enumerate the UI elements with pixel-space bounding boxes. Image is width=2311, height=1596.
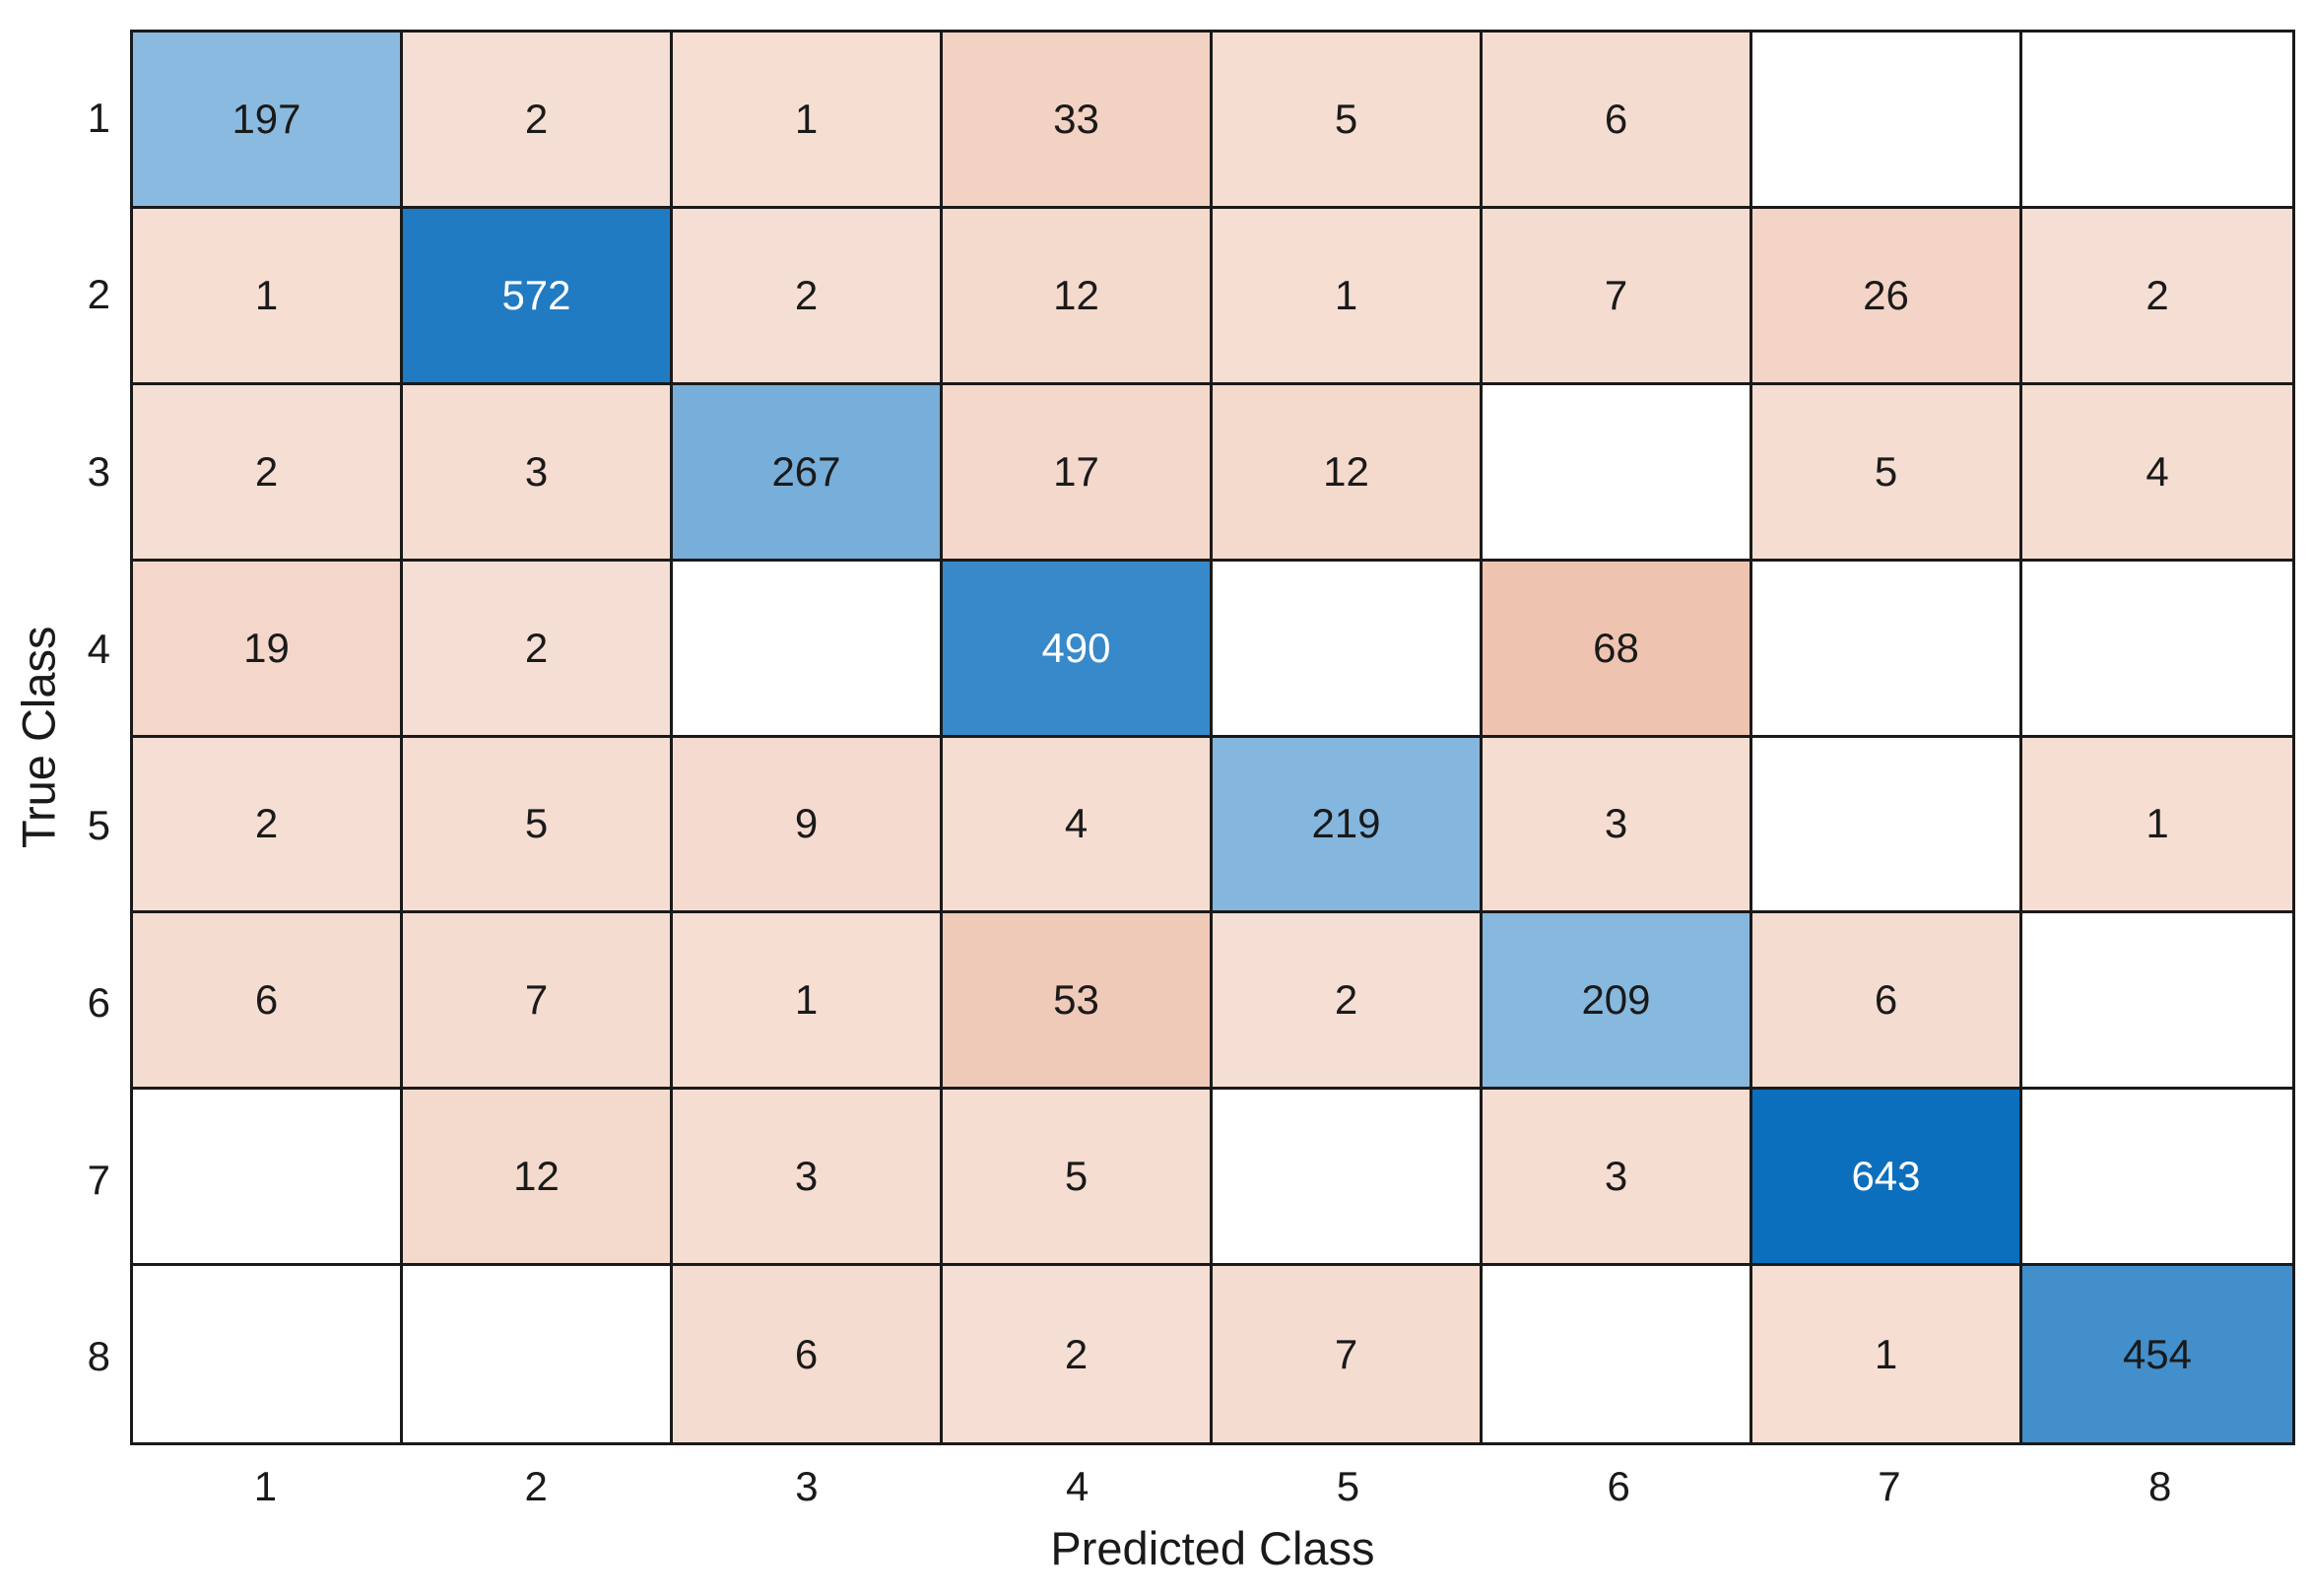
x-tick-3: 3 xyxy=(795,1463,819,1509)
matrix-cell-r8-c1 xyxy=(133,1266,403,1442)
matrix-cell-r7-c1 xyxy=(133,1090,403,1267)
matrix-cell-r3-c3: 267 xyxy=(673,384,943,562)
matrix-cell-r2-c6: 7 xyxy=(1483,208,1752,385)
y-tick-3: 3 xyxy=(87,448,110,496)
matrix-cell-r2-c7: 26 xyxy=(1752,208,2022,385)
matrix-cell-r2-c4: 12 xyxy=(943,208,1213,385)
y-tick-7: 7 xyxy=(87,1156,110,1203)
y-tick-1: 1 xyxy=(87,94,110,141)
x-tick-2: 2 xyxy=(524,1463,548,1509)
matrix-cell-r8-c8: 454 xyxy=(2022,1266,2292,1442)
x-tick-8: 8 xyxy=(2147,1463,2172,1509)
y-tick-8: 8 xyxy=(87,1333,110,1380)
matrix-cell-r5-c3: 9 xyxy=(673,737,943,914)
matrix-cell-r3-c8: 4 xyxy=(2022,384,2292,562)
matrix-cell-r4-c6: 68 xyxy=(1483,561,1752,738)
matrix-cell-r7-c8 xyxy=(2022,1090,2292,1267)
matrix-cell-r6-c6: 209 xyxy=(1483,913,1752,1091)
matrix-cell-r8-c6 xyxy=(1483,1266,1752,1442)
matrix-cell-r2-c1: 1 xyxy=(133,208,403,385)
matrix-cell-r1-c2: 2 xyxy=(403,33,673,209)
matrix-cell-r7-c2: 12 xyxy=(403,1090,673,1267)
y-axis-ticks: 1 2 3 4 5 6 7 8 xyxy=(0,30,110,1445)
matrix-cell-r4-c7 xyxy=(1752,561,2022,738)
y-tick-4: 4 xyxy=(87,625,110,672)
matrix-cell-r1-c1: 197 xyxy=(133,33,403,209)
matrix-cell-r8-c3: 6 xyxy=(673,1266,943,1442)
matrix-cell-r5-c1: 2 xyxy=(133,737,403,914)
matrix-cell-r2-c3: 2 xyxy=(673,208,943,385)
matrix-cell-r8-c5: 7 xyxy=(1213,1266,1483,1442)
matrix-cell-r4-c8 xyxy=(2022,561,2292,738)
y-tick-6: 6 xyxy=(87,978,110,1026)
matrix-cell-r5-c7 xyxy=(1752,737,2022,914)
matrix-cell-r8-c2 xyxy=(403,1266,673,1442)
matrix-cell-r4-c4: 490 xyxy=(943,561,1213,738)
matrix-cell-r3-c5: 12 xyxy=(1213,384,1483,562)
matrix-cell-r1-c6: 6 xyxy=(1483,33,1752,209)
matrix-cell-r4-c3 xyxy=(673,561,943,738)
matrix-cell-r5-c5: 219 xyxy=(1213,737,1483,914)
matrix-cell-r5-c6: 3 xyxy=(1483,737,1752,914)
matrix-cell-r5-c8: 1 xyxy=(2022,737,2292,914)
matrix-cell-r6-c4: 53 xyxy=(943,913,1213,1091)
matrix-cell-r3-c7: 5 xyxy=(1752,384,2022,562)
matrix-cell-r5-c4: 4 xyxy=(943,737,1213,914)
matrix-cell-r8-c4: 2 xyxy=(943,1266,1213,1442)
matrix-cell-r1-c5: 5 xyxy=(1213,33,1483,209)
x-tick-5: 5 xyxy=(1336,1463,1360,1509)
matrix-cell-r1-c8 xyxy=(2022,33,2292,209)
matrix-cell-r1-c3: 1 xyxy=(673,33,943,209)
matrix-cell-r3-c6 xyxy=(1483,384,1752,562)
matrix-cell-r8-c7: 1 xyxy=(1752,1266,2022,1442)
matrix-cell-r4-c2: 2 xyxy=(403,561,673,738)
matrix-cell-r6-c7: 6 xyxy=(1752,913,2022,1091)
matrix-cell-r7-c3: 3 xyxy=(673,1090,943,1267)
y-tick-2: 2 xyxy=(87,271,110,318)
matrix-cell-r7-c6: 3 xyxy=(1483,1090,1752,1267)
confusion-matrix-grid: 197 2 1 33 5 6 1 572 2 12 1 7 26 2 2 3 267 17 12 5 4 19 2 490 68… xyxy=(130,30,2295,1445)
x-tick-6: 6 xyxy=(1607,1463,1630,1509)
matrix-cell-r3-c1: 2 xyxy=(133,384,403,562)
matrix-cell-r2-c2: 572 xyxy=(403,208,673,385)
matrix-cell-r1-c7 xyxy=(1752,33,2022,209)
matrix-cell-r6-c1: 6 xyxy=(133,913,403,1091)
matrix-cell-r1-c4: 33 xyxy=(943,33,1213,209)
x-tick-1: 1 xyxy=(253,1463,278,1509)
x-axis-title: Predicted Class xyxy=(1050,1522,1375,1574)
matrix-cell-r7-c4: 5 xyxy=(943,1090,1213,1267)
matrix-cell-r5-c2: 5 xyxy=(403,737,673,914)
matrix-cell-r6-c8 xyxy=(2022,913,2292,1091)
matrix-cell-r4-c1: 19 xyxy=(133,561,403,738)
matrix-cell-r2-c5: 1 xyxy=(1213,208,1483,385)
x-tick-7: 7 xyxy=(1878,1463,1901,1509)
matrix-cell-r6-c3: 1 xyxy=(673,913,943,1091)
matrix-cell-r6-c5: 2 xyxy=(1213,913,1483,1091)
y-tick-5: 5 xyxy=(87,802,110,849)
matrix-cell-r3-c4: 17 xyxy=(943,384,1213,562)
x-axis-ticks: 1 2 3 4 5 6 7 8 xyxy=(130,1466,2295,1515)
matrix-cell-r2-c8: 2 xyxy=(2022,208,2292,385)
matrix-cell-r6-c2: 7 xyxy=(403,913,673,1091)
matrix-cell-r7-c7: 643 xyxy=(1752,1090,2022,1267)
x-tick-4: 4 xyxy=(1065,1463,1089,1509)
matrix-cell-r4-c5 xyxy=(1213,561,1483,738)
matrix-cell-r7-c5 xyxy=(1213,1090,1483,1267)
matrix-cell-r3-c2: 3 xyxy=(403,384,673,562)
